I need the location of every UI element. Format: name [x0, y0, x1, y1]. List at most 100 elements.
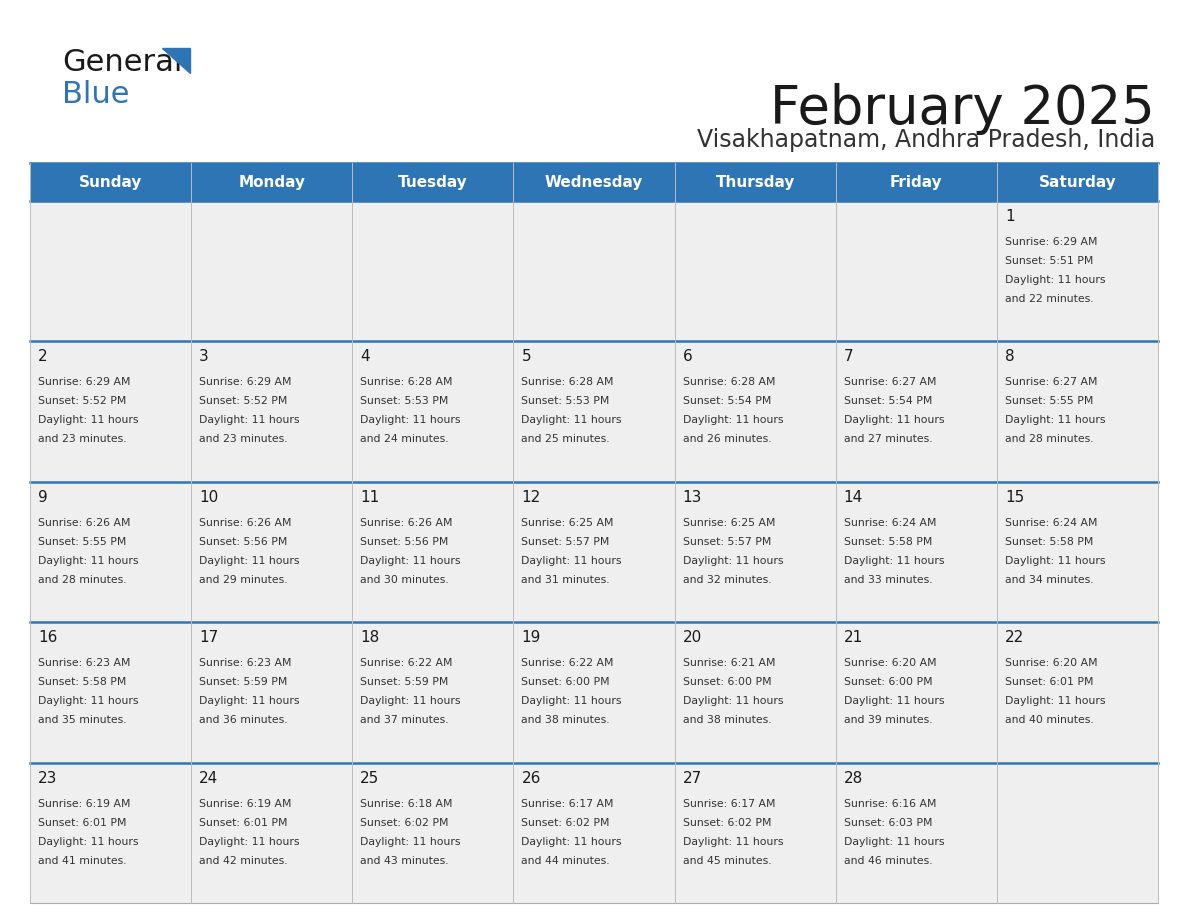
Text: Tuesday: Tuesday — [398, 174, 468, 189]
Text: 9: 9 — [38, 490, 48, 505]
Text: Daylight: 11 hours: Daylight: 11 hours — [683, 555, 783, 565]
Text: Daylight: 11 hours: Daylight: 11 hours — [200, 696, 299, 706]
Text: Sunset: 6:00 PM: Sunset: 6:00 PM — [843, 677, 933, 688]
Text: Sunrise: 6:21 AM: Sunrise: 6:21 AM — [683, 658, 775, 668]
Text: 2: 2 — [38, 350, 48, 364]
Text: Sunset: 5:58 PM: Sunset: 5:58 PM — [38, 677, 126, 688]
Text: 7: 7 — [843, 350, 853, 364]
Text: Sunrise: 6:28 AM: Sunrise: 6:28 AM — [360, 377, 453, 387]
Text: 6: 6 — [683, 350, 693, 364]
Text: and 27 minutes.: and 27 minutes. — [843, 434, 933, 444]
Text: Sunrise: 6:19 AM: Sunrise: 6:19 AM — [38, 799, 131, 809]
Text: Daylight: 11 hours: Daylight: 11 hours — [1005, 416, 1105, 425]
Polygon shape — [162, 48, 190, 73]
Text: Daylight: 11 hours: Daylight: 11 hours — [38, 416, 139, 425]
Text: Sunset: 5:58 PM: Sunset: 5:58 PM — [1005, 537, 1093, 547]
Text: Daylight: 11 hours: Daylight: 11 hours — [1005, 696, 1105, 706]
Text: 17: 17 — [200, 630, 219, 645]
Text: Sunset: 6:01 PM: Sunset: 6:01 PM — [200, 818, 287, 828]
Text: Sunrise: 6:23 AM: Sunrise: 6:23 AM — [38, 658, 131, 668]
Text: and 26 minutes.: and 26 minutes. — [683, 434, 771, 444]
Text: Sunset: 5:58 PM: Sunset: 5:58 PM — [843, 537, 933, 547]
Text: Daylight: 11 hours: Daylight: 11 hours — [683, 836, 783, 846]
Text: 23: 23 — [38, 770, 57, 786]
Text: 13: 13 — [683, 490, 702, 505]
Text: Sunrise: 6:16 AM: Sunrise: 6:16 AM — [843, 799, 936, 809]
Text: Daylight: 11 hours: Daylight: 11 hours — [360, 555, 461, 565]
Text: Sunrise: 6:25 AM: Sunrise: 6:25 AM — [522, 518, 614, 528]
Text: 15: 15 — [1005, 490, 1024, 505]
Text: 27: 27 — [683, 770, 702, 786]
Text: and 36 minutes.: and 36 minutes. — [200, 715, 287, 725]
Text: Sunset: 5:54 PM: Sunset: 5:54 PM — [843, 397, 933, 407]
Text: Sunrise: 6:28 AM: Sunrise: 6:28 AM — [522, 377, 614, 387]
Text: Daylight: 11 hours: Daylight: 11 hours — [843, 416, 944, 425]
Text: Thursday: Thursday — [715, 174, 795, 189]
Text: and 43 minutes.: and 43 minutes. — [360, 856, 449, 866]
Text: Sunday: Sunday — [78, 174, 143, 189]
Text: 21: 21 — [843, 630, 862, 645]
Text: Daylight: 11 hours: Daylight: 11 hours — [522, 696, 623, 706]
Text: and 32 minutes.: and 32 minutes. — [683, 575, 771, 585]
Text: Sunset: 5:53 PM: Sunset: 5:53 PM — [360, 397, 449, 407]
Text: Daylight: 11 hours: Daylight: 11 hours — [683, 696, 783, 706]
Text: Sunrise: 6:26 AM: Sunrise: 6:26 AM — [360, 518, 453, 528]
Text: and 38 minutes.: and 38 minutes. — [522, 715, 611, 725]
Text: and 31 minutes.: and 31 minutes. — [522, 575, 611, 585]
Text: Sunset: 5:57 PM: Sunset: 5:57 PM — [683, 537, 771, 547]
Text: 22: 22 — [1005, 630, 1024, 645]
Text: 4: 4 — [360, 350, 369, 364]
Text: Daylight: 11 hours: Daylight: 11 hours — [843, 555, 944, 565]
Text: Sunset: 5:51 PM: Sunset: 5:51 PM — [1005, 256, 1093, 266]
Text: and 39 minutes.: and 39 minutes. — [843, 715, 933, 725]
Text: Sunrise: 6:22 AM: Sunrise: 6:22 AM — [360, 658, 453, 668]
Text: Sunset: 6:02 PM: Sunset: 6:02 PM — [683, 818, 771, 828]
Text: Sunset: 5:56 PM: Sunset: 5:56 PM — [360, 537, 449, 547]
Text: General: General — [62, 48, 183, 77]
Text: and 23 minutes.: and 23 minutes. — [38, 434, 127, 444]
Text: Sunrise: 6:27 AM: Sunrise: 6:27 AM — [843, 377, 936, 387]
Text: Daylight: 11 hours: Daylight: 11 hours — [38, 696, 139, 706]
Text: Sunrise: 6:22 AM: Sunrise: 6:22 AM — [522, 658, 614, 668]
Text: Sunrise: 6:24 AM: Sunrise: 6:24 AM — [843, 518, 936, 528]
Text: Sunset: 5:54 PM: Sunset: 5:54 PM — [683, 397, 771, 407]
Text: Sunrise: 6:26 AM: Sunrise: 6:26 AM — [38, 518, 131, 528]
Text: Sunrise: 6:27 AM: Sunrise: 6:27 AM — [1005, 377, 1098, 387]
Text: Daylight: 11 hours: Daylight: 11 hours — [360, 416, 461, 425]
Text: Sunrise: 6:25 AM: Sunrise: 6:25 AM — [683, 518, 775, 528]
Text: 19: 19 — [522, 630, 541, 645]
Text: Sunset: 5:59 PM: Sunset: 5:59 PM — [360, 677, 449, 688]
Text: Daylight: 11 hours: Daylight: 11 hours — [200, 555, 299, 565]
Bar — [30, 622, 1158, 763]
Text: Daylight: 11 hours: Daylight: 11 hours — [1005, 275, 1105, 285]
Text: Daylight: 11 hours: Daylight: 11 hours — [683, 416, 783, 425]
Text: and 24 minutes.: and 24 minutes. — [360, 434, 449, 444]
Text: Sunset: 5:57 PM: Sunset: 5:57 PM — [522, 537, 609, 547]
Text: Sunset: 5:53 PM: Sunset: 5:53 PM — [522, 397, 609, 407]
Text: Sunrise: 6:29 AM: Sunrise: 6:29 AM — [38, 377, 131, 387]
Text: and 38 minutes.: and 38 minutes. — [683, 715, 771, 725]
Text: Sunrise: 6:20 AM: Sunrise: 6:20 AM — [843, 658, 936, 668]
Text: Sunset: 6:03 PM: Sunset: 6:03 PM — [843, 818, 933, 828]
Text: and 25 minutes.: and 25 minutes. — [522, 434, 611, 444]
Text: Sunset: 6:01 PM: Sunset: 6:01 PM — [1005, 677, 1093, 688]
Text: and 41 minutes.: and 41 minutes. — [38, 856, 127, 866]
Text: and 23 minutes.: and 23 minutes. — [200, 434, 287, 444]
Text: and 45 minutes.: and 45 minutes. — [683, 856, 771, 866]
Text: Sunset: 5:59 PM: Sunset: 5:59 PM — [200, 677, 287, 688]
Text: Sunset: 5:55 PM: Sunset: 5:55 PM — [1005, 397, 1093, 407]
Text: 11: 11 — [360, 490, 379, 505]
Text: Daylight: 11 hours: Daylight: 11 hours — [522, 836, 623, 846]
Text: 20: 20 — [683, 630, 702, 645]
Text: Sunset: 6:01 PM: Sunset: 6:01 PM — [38, 818, 126, 828]
Text: Sunrise: 6:29 AM: Sunrise: 6:29 AM — [1005, 237, 1098, 247]
Text: and 37 minutes.: and 37 minutes. — [360, 715, 449, 725]
Text: Sunset: 5:52 PM: Sunset: 5:52 PM — [38, 397, 126, 407]
Text: Sunset: 6:00 PM: Sunset: 6:00 PM — [522, 677, 611, 688]
Text: Sunrise: 6:17 AM: Sunrise: 6:17 AM — [683, 799, 775, 809]
Text: Sunset: 6:00 PM: Sunset: 6:00 PM — [683, 677, 771, 688]
Text: Daylight: 11 hours: Daylight: 11 hours — [522, 555, 623, 565]
Text: Sunset: 5:52 PM: Sunset: 5:52 PM — [200, 397, 287, 407]
Text: 3: 3 — [200, 350, 209, 364]
Text: 14: 14 — [843, 490, 862, 505]
